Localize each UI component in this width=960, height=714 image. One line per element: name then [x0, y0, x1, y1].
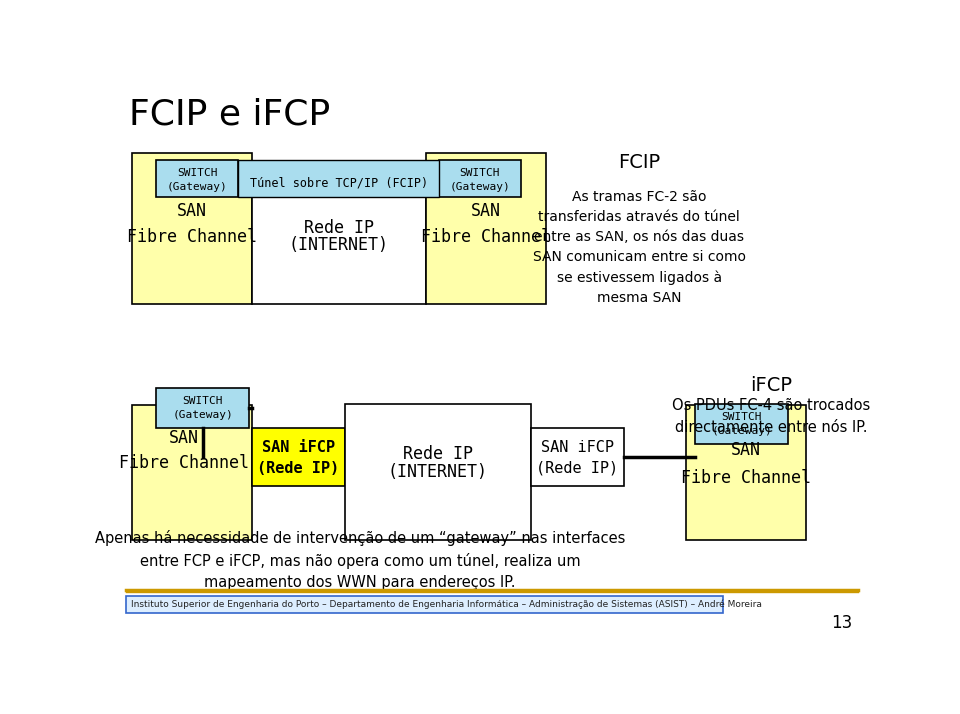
FancyBboxPatch shape	[252, 173, 426, 303]
Text: SAN: SAN	[177, 202, 206, 220]
FancyBboxPatch shape	[440, 161, 520, 197]
Text: SAN iFCP: SAN iFCP	[540, 440, 613, 455]
Text: Fibre Channel: Fibre Channel	[119, 454, 249, 472]
FancyBboxPatch shape	[156, 388, 250, 428]
Text: Rede IP: Rede IP	[403, 445, 472, 463]
FancyBboxPatch shape	[132, 406, 252, 540]
Text: SAN iFCP: SAN iFCP	[262, 440, 335, 455]
Text: (INTERNET): (INTERNET)	[388, 463, 488, 481]
Text: SAN: SAN	[471, 202, 501, 220]
Text: Fibre Channel: Fibre Channel	[421, 228, 551, 246]
Text: Túnel sobre TCP/IP (FCIP): Túnel sobre TCP/IP (FCIP)	[250, 177, 428, 190]
Text: Instituto Superior de Engenharia do Porto – Departamento de Engenharia Informáti: Instituto Superior de Engenharia do Port…	[131, 600, 761, 610]
FancyBboxPatch shape	[695, 403, 788, 443]
Text: (INTERNET): (INTERNET)	[289, 236, 389, 254]
FancyBboxPatch shape	[132, 154, 252, 303]
Text: (Rede IP): (Rede IP)	[257, 461, 339, 476]
Text: Os PDUs FC-4 são trocados
directamente entre nós IP.: Os PDUs FC-4 são trocados directamente e…	[672, 398, 870, 435]
Text: Fibre Channel: Fibre Channel	[681, 469, 811, 488]
Text: 13: 13	[831, 614, 852, 632]
Text: (Gateway): (Gateway)	[173, 411, 233, 421]
Text: (Gateway): (Gateway)	[449, 181, 511, 191]
FancyBboxPatch shape	[685, 406, 805, 540]
FancyBboxPatch shape	[252, 428, 345, 486]
Text: Rede IP: Rede IP	[304, 219, 374, 237]
Text: SWITCH: SWITCH	[721, 412, 762, 422]
Text: Apenas há necessidade de intervenção de um “gateway” nas interfaces
entre FCP e : Apenas há necessidade de intervenção de …	[95, 531, 625, 590]
Text: (Gateway): (Gateway)	[711, 426, 772, 436]
Text: SAN: SAN	[731, 441, 761, 459]
FancyBboxPatch shape	[531, 428, 624, 486]
Text: (Gateway): (Gateway)	[167, 181, 228, 191]
Text: SWITCH: SWITCH	[177, 168, 217, 178]
Text: iFCP: iFCP	[750, 376, 792, 396]
FancyBboxPatch shape	[426, 154, 546, 303]
FancyBboxPatch shape	[238, 161, 440, 197]
FancyBboxPatch shape	[126, 596, 723, 613]
FancyBboxPatch shape	[156, 161, 238, 197]
Text: FCIP: FCIP	[618, 154, 660, 172]
Text: Fibre Channel: Fibre Channel	[127, 228, 256, 246]
Text: SAN: SAN	[169, 428, 199, 446]
Text: As tramas FC-2 são
transferidas através do túnel
entre as SAN, os nós das duas
S: As tramas FC-2 são transferidas através …	[533, 190, 746, 305]
Text: (Rede IP): (Rede IP)	[537, 461, 618, 476]
Text: SWITCH: SWITCH	[182, 396, 223, 406]
Text: SWITCH: SWITCH	[460, 168, 500, 178]
Text: FCIP e iFCP: FCIP e iFCP	[130, 98, 330, 132]
FancyBboxPatch shape	[345, 403, 531, 540]
